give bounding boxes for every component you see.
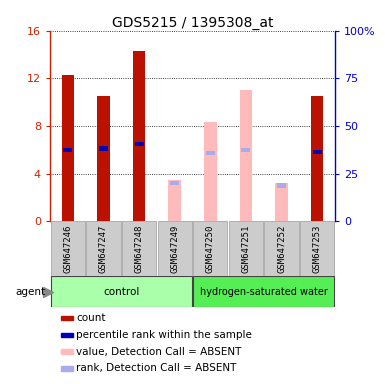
Text: count: count [76,313,105,323]
Bar [229,221,263,276]
Bar [86,221,121,276]
Bar [206,151,215,156]
Bar [62,366,74,371]
Bar [99,146,108,151]
Text: GSM647252: GSM647252 [277,225,286,273]
Bar [135,142,144,146]
Bar [97,96,110,221]
Text: agent: agent [16,286,46,296]
Bar [62,349,74,354]
Text: GSM647250: GSM647250 [206,225,215,273]
Bar [62,316,74,320]
Bar [122,221,156,276]
Bar [157,221,192,276]
Text: GSM647246: GSM647246 [64,225,72,273]
Text: GSM647251: GSM647251 [241,225,250,273]
Text: GSM647248: GSM647248 [135,225,144,273]
Bar [193,276,334,307]
Bar [240,90,252,221]
Bar [51,276,192,307]
Bar [311,96,323,221]
Bar [313,150,321,154]
Bar [64,148,72,152]
Text: percentile rank within the sample: percentile rank within the sample [76,330,252,340]
Bar [170,181,179,185]
Bar [277,184,286,187]
Title: GDS5215 / 1395308_at: GDS5215 / 1395308_at [112,16,273,30]
Text: GSM647247: GSM647247 [99,225,108,273]
Text: GSM647249: GSM647249 [170,225,179,273]
Bar [204,122,216,221]
Text: GSM647253: GSM647253 [313,225,321,273]
Text: hydrogen-saturated water: hydrogen-saturated water [200,286,328,296]
Bar [51,221,85,276]
Bar [264,221,299,276]
Bar [133,51,145,221]
Text: control: control [103,286,139,296]
Bar [300,221,334,276]
Bar [275,183,288,221]
Bar [169,180,181,221]
Text: value, Detection Call = ABSENT: value, Detection Call = ABSENT [76,347,241,357]
Bar [241,148,250,152]
Bar [193,221,228,276]
Text: rank, Detection Call = ABSENT: rank, Detection Call = ABSENT [76,363,236,373]
Bar [62,75,74,221]
Bar [62,333,74,337]
